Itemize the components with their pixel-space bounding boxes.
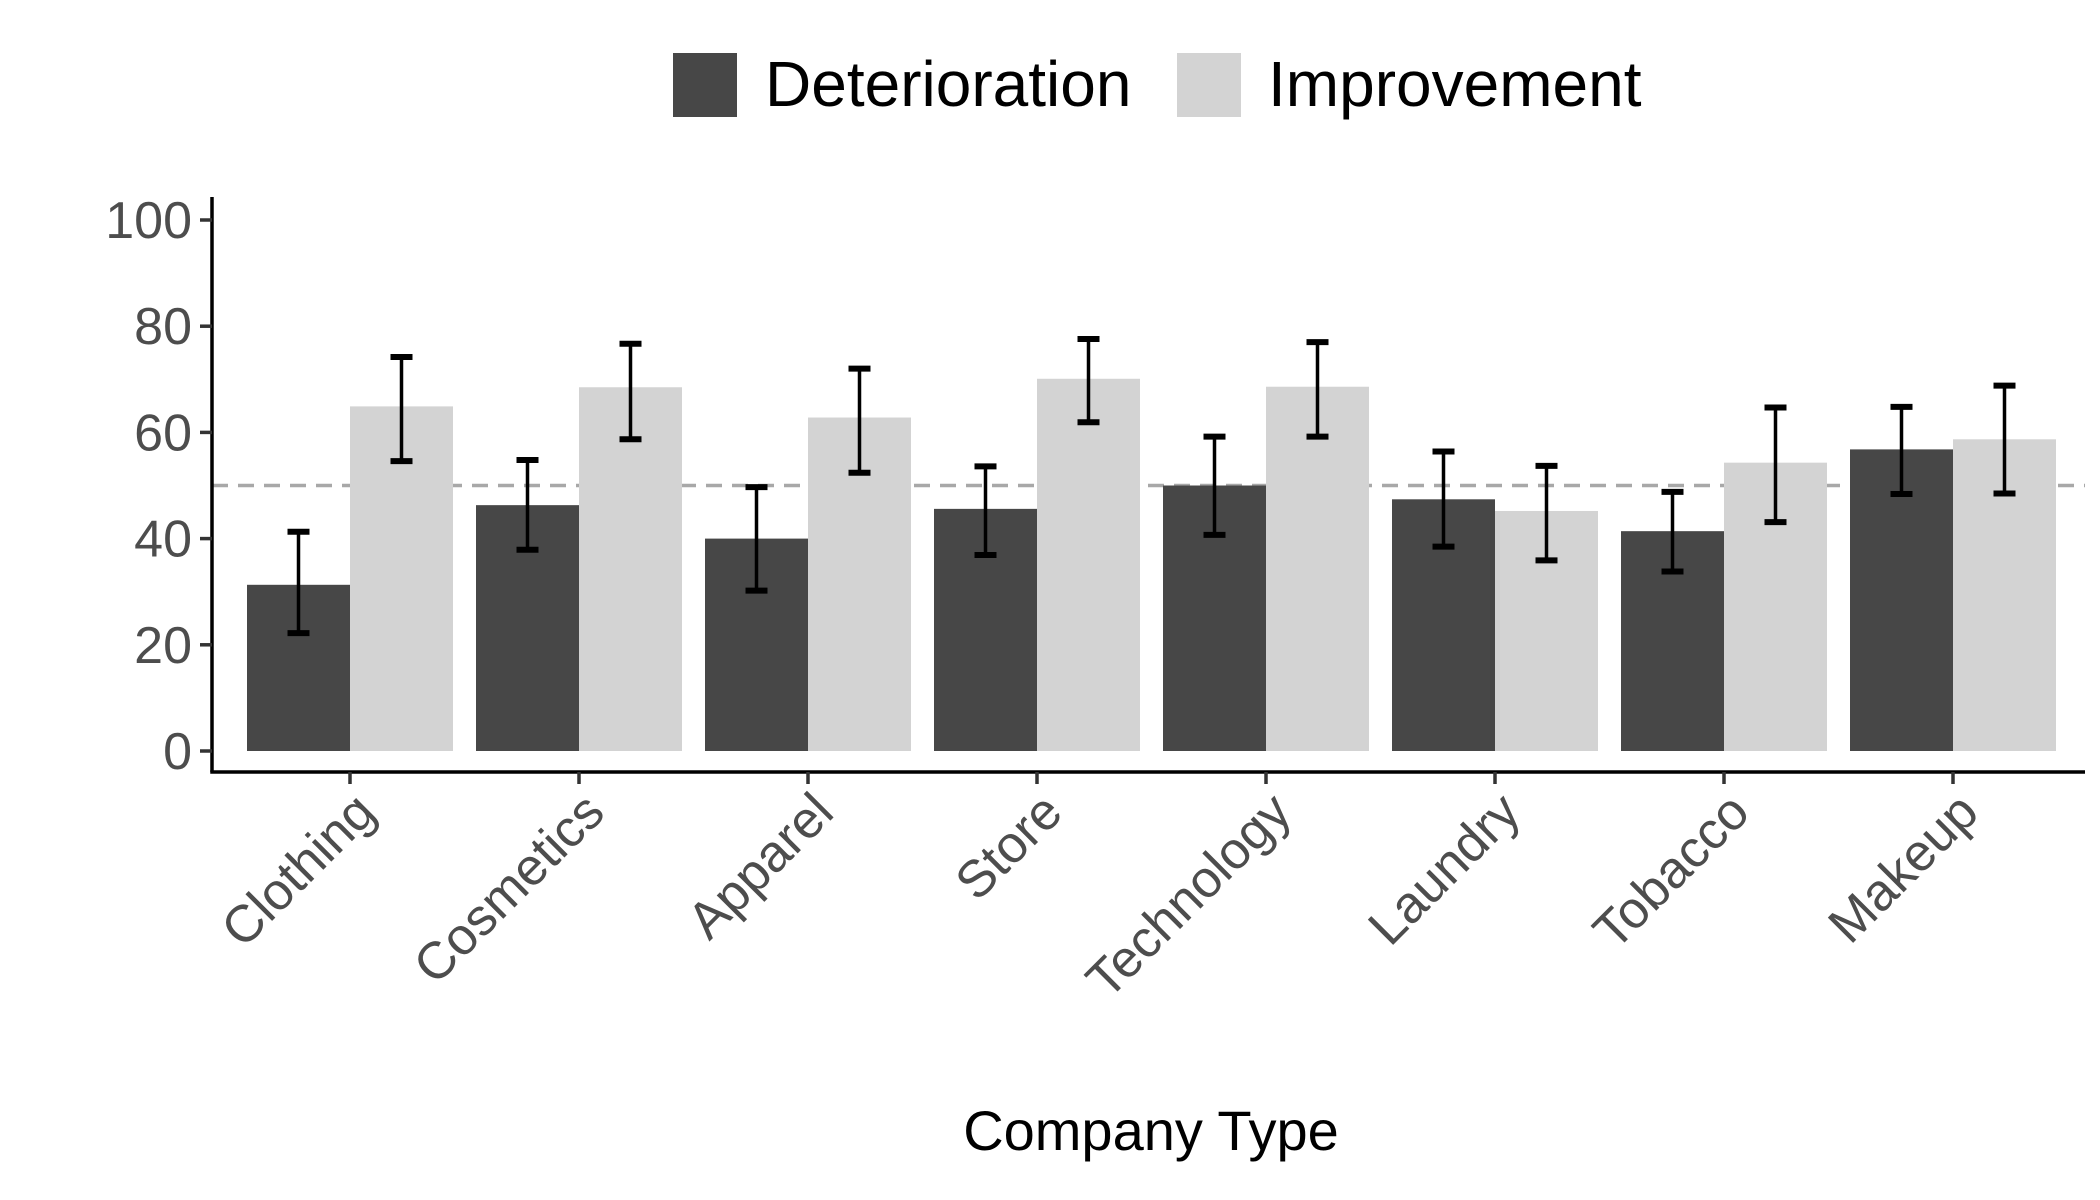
legend-label-deterioration: Deterioration xyxy=(765,48,1131,120)
y-tick-label: 40 xyxy=(134,511,192,569)
x-tick-label-makeup: Makeup xyxy=(1818,782,1990,954)
y-tick-label: 80 xyxy=(134,298,192,356)
bar-deterioration-makeup xyxy=(1850,449,1953,751)
x-tick-label-store: Store xyxy=(945,782,1074,911)
y-tick-label: 20 xyxy=(134,617,192,675)
bar-improvement-cosmetics xyxy=(579,387,682,751)
x-tick-label-laundry: Laundry xyxy=(1358,782,1532,956)
legend-label-improvement: Improvement xyxy=(1268,48,1642,120)
bar-improvement-store xyxy=(1037,378,1140,751)
y-tick-label: 60 xyxy=(134,404,192,462)
x-tick-label-clothing: Clothing xyxy=(211,782,387,958)
bar-improvement-technology xyxy=(1266,386,1369,751)
x-tick-label-technology: Technology xyxy=(1075,782,1302,1009)
x-tick-label-cosmetics: Cosmetics xyxy=(403,782,616,995)
x-tick-label-apparel: Apparel xyxy=(677,782,845,950)
x-axis-title: Company Type xyxy=(963,1099,1339,1162)
legend: Deterioration Improvement xyxy=(673,48,1642,120)
x-tick-label-tobacco: Tobacco xyxy=(1583,782,1761,960)
legend-swatch-improvement xyxy=(1177,53,1241,117)
y-tick-label: 0 xyxy=(163,723,192,781)
y-tick-label: 100 xyxy=(105,192,192,250)
plot-area: 0 20 40 60 80 100 Clothing Cosmetics Apparel Stor… xyxy=(105,192,2085,1010)
legend-swatch-deterioration xyxy=(673,53,737,117)
